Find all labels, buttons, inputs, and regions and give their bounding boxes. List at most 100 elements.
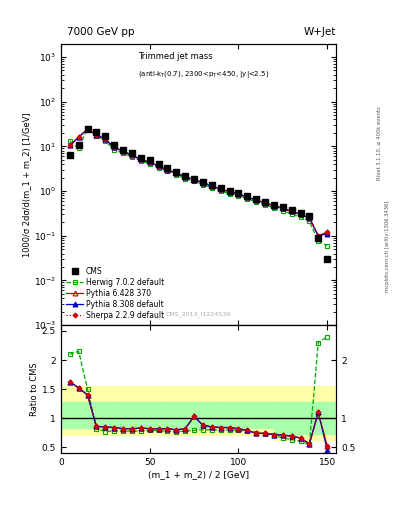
Pythia 6.428 370: [307, 215, 312, 221]
Sherpa 2.2.9 default: [112, 144, 116, 151]
Sherpa 2.2.9 default: [94, 132, 99, 138]
Pythia 6.428 370: [192, 177, 196, 183]
Y-axis label: Ratio to CMS: Ratio to CMS: [30, 362, 39, 416]
Pythia 6.428 370: [121, 148, 125, 154]
Herwig 7.0.2 default: [245, 196, 250, 202]
Pythia 6.428 370: [281, 205, 285, 211]
Pythia 8.308 default: [192, 177, 196, 183]
Pythia 8.308 default: [94, 132, 99, 138]
Pythia 6.428 370: [254, 197, 259, 203]
Herwig 7.0.2 default: [94, 133, 99, 139]
Pythia 8.308 default: [76, 134, 81, 140]
Pythia 8.308 default: [298, 211, 303, 218]
Sherpa 2.2.9 default: [236, 191, 241, 197]
Line: Sherpa 2.2.9 default: Sherpa 2.2.9 default: [68, 127, 329, 238]
Herwig 7.0.2 default: [85, 125, 90, 131]
CMS: [68, 152, 72, 158]
CMS: [94, 129, 99, 135]
Sherpa 2.2.9 default: [325, 229, 329, 236]
CMS: [209, 182, 214, 188]
Herwig 7.0.2 default: [325, 243, 329, 249]
Herwig 7.0.2 default: [281, 208, 285, 214]
Herwig 7.0.2 default: [316, 238, 321, 244]
Sherpa 2.2.9 default: [76, 134, 81, 140]
Herwig 7.0.2 default: [272, 205, 276, 211]
Pythia 6.428 370: [298, 211, 303, 218]
Sherpa 2.2.9 default: [156, 163, 161, 169]
Sherpa 2.2.9 default: [289, 208, 294, 215]
CMS: [183, 173, 187, 179]
Herwig 7.0.2 default: [307, 218, 312, 224]
Sherpa 2.2.9 default: [174, 170, 179, 176]
Pythia 6.428 370: [289, 208, 294, 215]
Herwig 7.0.2 default: [138, 158, 143, 164]
CMS: [192, 176, 196, 182]
Pythia 6.428 370: [325, 229, 329, 236]
Pythia 6.428 370: [147, 159, 152, 165]
CMS: [263, 199, 267, 205]
Sherpa 2.2.9 default: [307, 215, 312, 221]
Text: CMS_2013_I1224539: CMS_2013_I1224539: [166, 311, 231, 316]
CMS: [147, 157, 152, 163]
Pythia 6.428 370: [174, 170, 179, 176]
CMS: [254, 196, 259, 202]
Sherpa 2.2.9 default: [68, 142, 72, 148]
Pythia 6.428 370: [165, 166, 170, 173]
Sherpa 2.2.9 default: [165, 166, 170, 173]
Pythia 8.308 default: [254, 197, 259, 203]
Pythia 8.308 default: [156, 163, 161, 169]
CMS: [76, 142, 81, 148]
Pythia 8.308 default: [227, 188, 232, 195]
Pythia 6.428 370: [227, 188, 232, 195]
Pythia 8.308 default: [245, 194, 250, 200]
Pythia 8.308 default: [218, 186, 223, 193]
Pythia 8.308 default: [147, 159, 152, 165]
Pythia 8.308 default: [200, 180, 205, 186]
Pythia 6.428 370: [236, 191, 241, 197]
Sherpa 2.2.9 default: [85, 126, 90, 132]
Sherpa 2.2.9 default: [245, 194, 250, 200]
CMS: [307, 212, 312, 219]
Pythia 6.428 370: [245, 194, 250, 200]
CMS: [245, 193, 250, 199]
CMS: [298, 210, 303, 216]
Herwig 7.0.2 default: [156, 165, 161, 171]
Line: Herwig 7.0.2 default: Herwig 7.0.2 default: [67, 125, 330, 248]
Pythia 6.428 370: [112, 144, 116, 151]
Pythia 6.428 370: [272, 203, 276, 209]
Pythia 6.428 370: [316, 232, 321, 239]
Sherpa 2.2.9 default: [254, 197, 259, 203]
Pythia 8.308 default: [85, 126, 90, 132]
Pythia 6.428 370: [130, 152, 134, 158]
Pythia 8.308 default: [121, 148, 125, 154]
Pythia 6.428 370: [76, 134, 81, 140]
Pythia 6.428 370: [68, 142, 72, 148]
X-axis label: (m_1 + m_2) / 2 [GeV]: (m_1 + m_2) / 2 [GeV]: [148, 470, 249, 479]
Pythia 6.428 370: [200, 180, 205, 186]
Sherpa 2.2.9 default: [272, 203, 276, 209]
Pythia 8.308 default: [272, 203, 276, 209]
Pythia 8.308 default: [68, 142, 72, 148]
Text: 7000 GeV pp: 7000 GeV pp: [67, 27, 134, 37]
Sherpa 2.2.9 default: [138, 156, 143, 162]
Herwig 7.0.2 default: [165, 168, 170, 174]
CMS: [85, 125, 90, 132]
Herwig 7.0.2 default: [103, 138, 108, 144]
CMS: [165, 165, 170, 172]
CMS: [272, 201, 276, 207]
Herwig 7.0.2 default: [254, 199, 259, 205]
Pythia 8.308 default: [289, 208, 294, 215]
Pythia 8.308 default: [174, 170, 179, 176]
Herwig 7.0.2 default: [209, 185, 214, 191]
Sherpa 2.2.9 default: [200, 180, 205, 186]
Pythia 6.428 370: [103, 136, 108, 142]
Herwig 7.0.2 default: [68, 138, 72, 144]
CMS: [316, 234, 321, 241]
Line: Pythia 8.308 default: Pythia 8.308 default: [67, 126, 330, 238]
Herwig 7.0.2 default: [289, 211, 294, 217]
Sherpa 2.2.9 default: [218, 186, 223, 193]
CMS: [156, 161, 161, 167]
Pythia 6.428 370: [138, 156, 143, 162]
Herwig 7.0.2 default: [174, 172, 179, 178]
Pythia 6.428 370: [94, 132, 99, 138]
